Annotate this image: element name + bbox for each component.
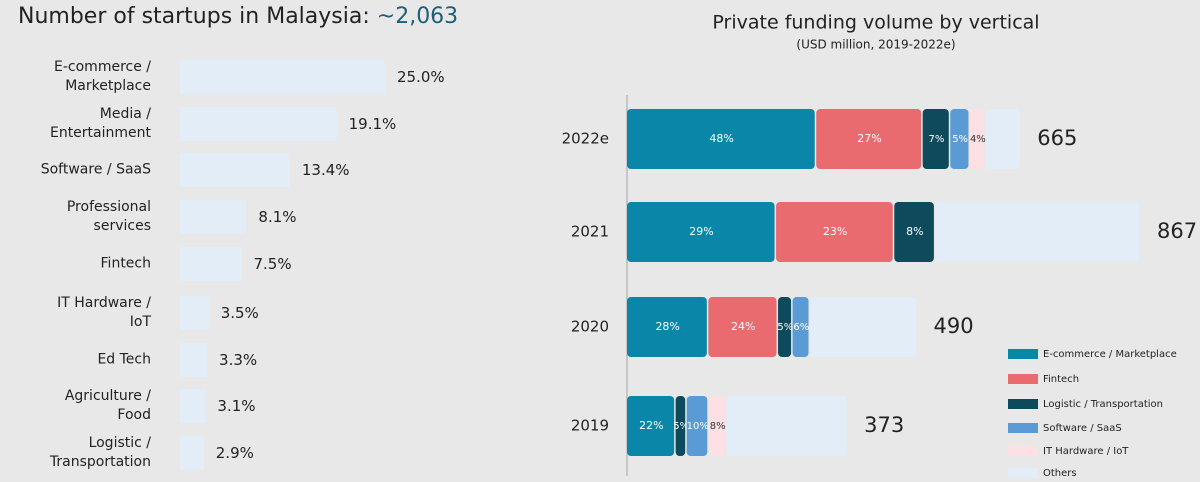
segment-label: 7% (929, 134, 945, 145)
value-label: 3.5% (220, 304, 259, 322)
segment-label: 23% (823, 225, 847, 238)
segment-label: 4% (970, 134, 986, 145)
legend-label: Fintech (1043, 374, 1079, 385)
bar (180, 436, 204, 470)
bar-segment (894, 202, 934, 262)
bar-segment (935, 202, 1140, 262)
bar-segment (726, 396, 847, 456)
left-title: Number of startups in Malaysia: ~2,063 (18, 4, 458, 29)
segment-label: 5% (777, 322, 793, 333)
category-label: E-commerce / Marketplace (54, 59, 151, 94)
bar-segment (627, 396, 675, 456)
bar (180, 107, 337, 141)
category-label: Logistic / Transportation (49, 435, 151, 470)
bar-segment (627, 202, 775, 262)
bar (180, 343, 208, 377)
category-label: 2020 (571, 318, 609, 336)
segment-label: 5% (673, 421, 689, 432)
category-label: IT Hardware / IoT (57, 295, 151, 330)
bar (180, 60, 385, 94)
legend-swatch (1008, 446, 1038, 456)
bar (180, 153, 290, 187)
title: Number of startups in Malaysia: (18, 4, 370, 29)
total-label: 490 (933, 314, 973, 338)
legend-swatch (1008, 374, 1038, 384)
category-label: 2019 (571, 417, 609, 435)
legend-label: E-commerce / Marketplace (1043, 349, 1177, 360)
bar-segment (686, 396, 708, 456)
category-label: Media / Entertainment (49, 106, 151, 141)
value-label: 3.3% (219, 351, 258, 369)
segment-label: 10% (687, 421, 709, 432)
value-label: 25.0% (397, 68, 445, 86)
total-label: 665 (1037, 126, 1077, 150)
total-label: 373 (864, 413, 904, 437)
total-label: 867 (1157, 219, 1197, 243)
legend-label: Software / SaaS (1043, 423, 1122, 434)
segment-label: 8% (710, 421, 726, 432)
bar-segment (950, 109, 969, 169)
chart-subtitle: (USD million, 2019-2022e) (796, 38, 955, 52)
bar (180, 389, 206, 423)
bar (180, 200, 247, 234)
category-label: Ed Tech (97, 351, 151, 368)
bar-segment (778, 297, 792, 357)
bar-segment (792, 297, 809, 357)
bar (180, 247, 242, 281)
bar-segment (708, 297, 777, 357)
bar-segment (675, 396, 686, 456)
value-label: 7.5% (253, 255, 292, 273)
value-label: 13.4% (301, 161, 350, 179)
segment-label: 22% (639, 419, 663, 432)
value-label: 19.1% (348, 115, 397, 133)
segment-label: 5% (952, 134, 968, 145)
bar-segment (708, 396, 726, 456)
legend-label: IT Hardware / IoT (1043, 446, 1129, 457)
bar-segment (627, 109, 815, 169)
segment-label: 29% (689, 225, 713, 238)
value-label: 8.1% (258, 208, 297, 226)
chart-title: Private funding volume by vertical (712, 12, 1039, 34)
segment-label: 28% (655, 320, 679, 333)
legend-swatch (1008, 349, 1038, 359)
bar-segment (985, 109, 1020, 169)
legend-label: Others (1043, 468, 1077, 479)
segment-label: 8% (906, 225, 923, 238)
segment-label: 6% (793, 322, 809, 333)
legend-swatch (1008, 423, 1038, 433)
legend-swatch (1008, 399, 1038, 409)
bar-segment (969, 109, 985, 169)
bar-segment (816, 109, 922, 169)
bar-segment (922, 109, 949, 169)
segment-label: 48% (709, 132, 733, 145)
bar-segment (810, 297, 916, 357)
category-label: Software / SaaS (40, 161, 151, 178)
bar-segment (776, 202, 893, 262)
category-label: Fintech (100, 255, 151, 272)
title-highlight: ~2,063 (376, 4, 459, 29)
value-label: 3.1% (217, 397, 256, 415)
category-label: 2022e (562, 130, 609, 148)
category-label: Professional services (66, 199, 151, 234)
bar (180, 296, 209, 330)
segment-label: 27% (857, 132, 881, 145)
category-label: 2021 (571, 223, 609, 241)
legend-swatch (1008, 468, 1038, 478)
bar-segment (627, 297, 707, 357)
value-label: 2.9% (215, 444, 254, 462)
legend-label: Logistic / Transportation (1043, 399, 1163, 410)
category-label: Agriculture / Food (64, 388, 151, 423)
segment-label: 24% (731, 320, 755, 333)
